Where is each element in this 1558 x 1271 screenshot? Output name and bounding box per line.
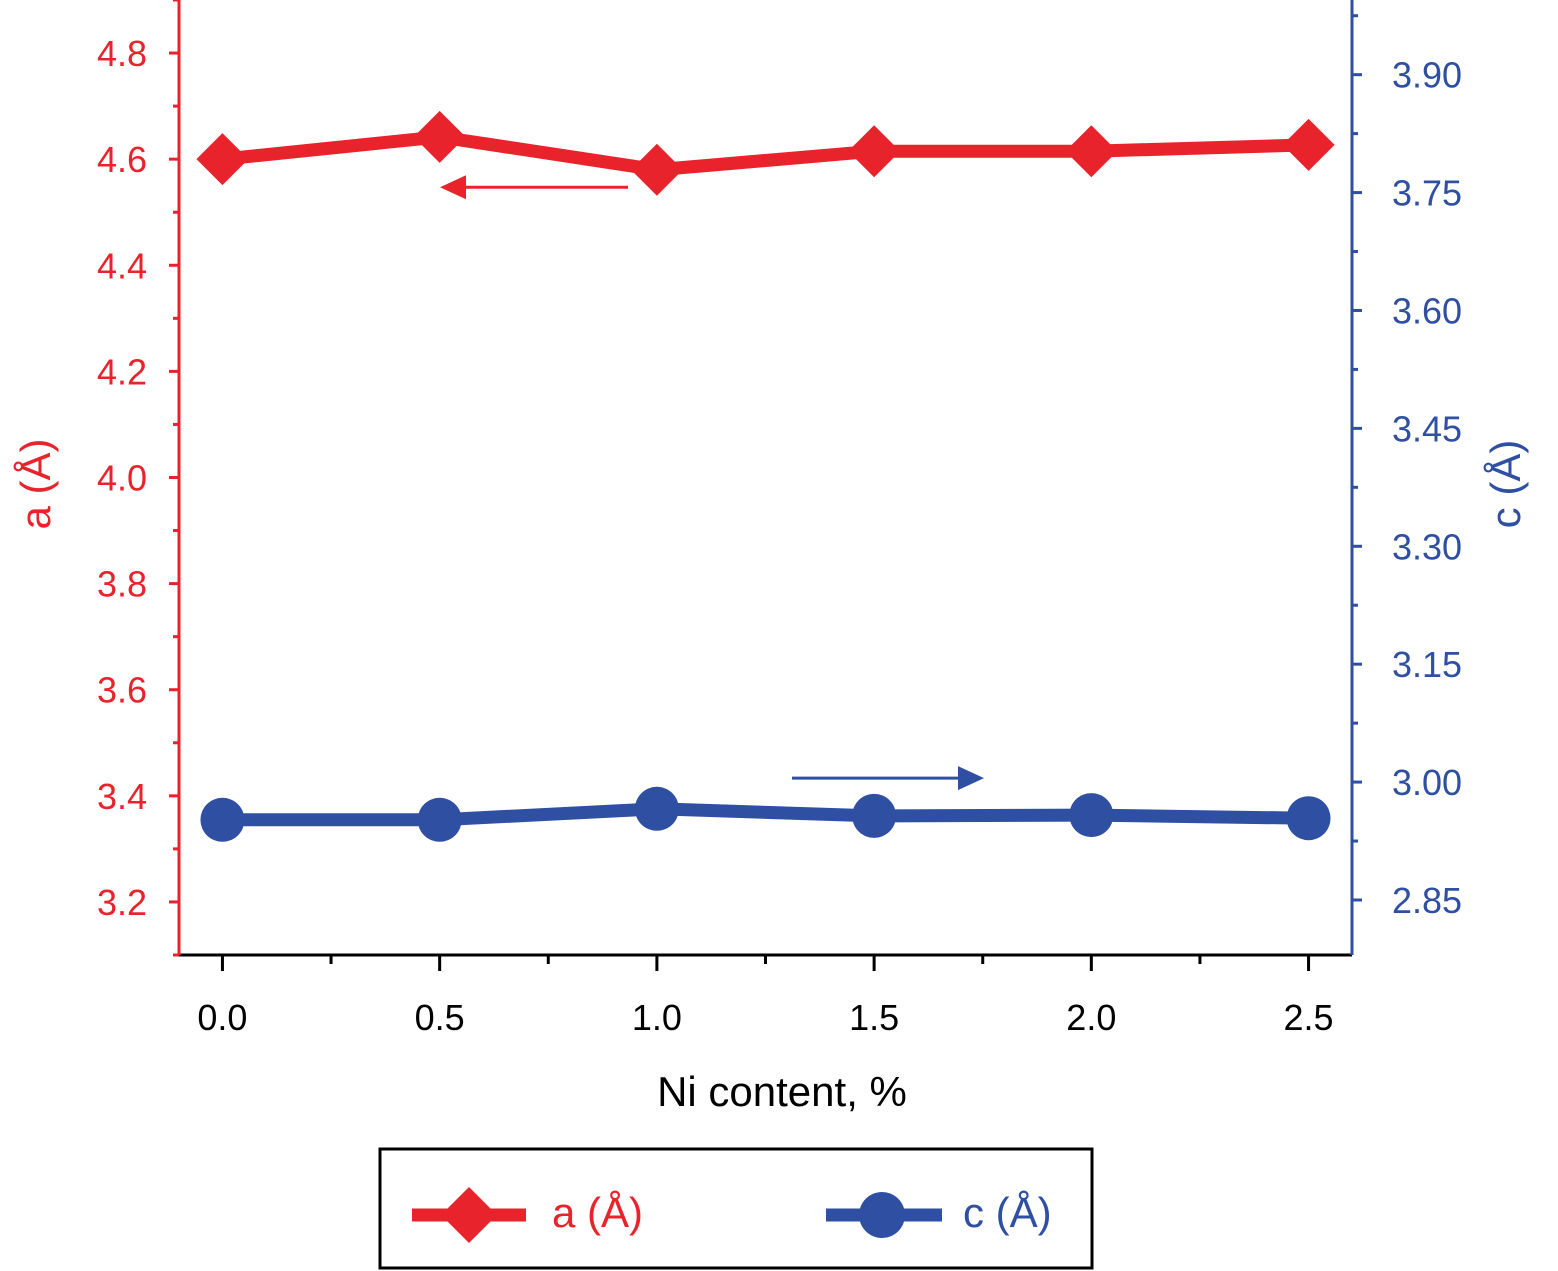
data-point-c [634, 786, 679, 831]
arrow-a-head [440, 175, 466, 200]
y-right-tick-label: 3.90 [1392, 55, 1462, 96]
x-axis-label: Ni content, % [657, 1068, 907, 1115]
y-right-tick-label: 3.45 [1392, 408, 1462, 449]
y-left-tick-label: 4.8 [97, 33, 147, 74]
x-tick-label: 1.0 [632, 997, 682, 1038]
legend-label-a: a (Å) [552, 1189, 643, 1236]
data-point-a [196, 133, 249, 186]
y-right-tick-label: 3.75 [1392, 173, 1462, 214]
data-point-c [417, 797, 462, 842]
legend-entry-a [412, 1187, 526, 1243]
y-left-tick-label: 3.6 [97, 670, 147, 711]
y-left-tick-label: 4.2 [97, 351, 147, 392]
series-line-a [221, 130, 1309, 177]
data-point-c [852, 793, 897, 838]
series-layer [196, 110, 1335, 842]
data-point-a [413, 110, 466, 163]
data-point-a [1065, 125, 1118, 178]
x-tick-label: 2.5 [1284, 997, 1334, 1038]
y-left-tick-label: 4.4 [97, 245, 147, 286]
legend-label-c: c (Å) [963, 1189, 1052, 1236]
y-right-tick-label: 3.30 [1392, 526, 1462, 567]
arrow-c-head [958, 766, 984, 791]
x-tick-label: 1.5 [849, 997, 899, 1038]
axes: 0.0 0.5 1.0 1.5 2.0 2.5 3.2 3.4 3.6 3.8 4.0 4.2 4.4 4… [97, 0, 1462, 1038]
data-point-c [1069, 793, 1114, 838]
legend-marker-c [859, 1192, 905, 1238]
y-right-tick-label: 3.15 [1392, 644, 1462, 685]
axis-labels: Ni content, % a (Å) c (Å) [12, 438, 1529, 1115]
y-right-tick-label: 2.85 [1392, 880, 1462, 921]
data-point-c [1286, 796, 1331, 841]
y-right-tick-label: 3.00 [1392, 762, 1462, 803]
y-left-tick-label: 3.4 [97, 776, 147, 817]
series-line-c [222, 802, 1309, 827]
data-point-a [630, 143, 683, 196]
x-tick-label: 2.0 [1066, 997, 1116, 1038]
y-left-axis-label: a (Å) [12, 438, 59, 529]
y-left-tick-label: 3.2 [97, 882, 147, 923]
data-point-a [848, 125, 901, 178]
x-tick-label: 0.5 [415, 997, 465, 1038]
legend-marker-a [441, 1187, 497, 1243]
y-left-tick-label: 3.8 [97, 564, 147, 605]
y-left-tick-label: 4.6 [97, 139, 147, 180]
legend-entry-c [826, 1192, 942, 1238]
data-point-a [1282, 118, 1335, 171]
y-right-axis-label: c (Å) [1482, 440, 1529, 529]
x-tick-label: 0.0 [197, 997, 247, 1038]
y-left-tick-label: 4.0 [97, 458, 147, 499]
y-right-tick-label: 3.60 [1392, 290, 1462, 331]
legend: a (Å) c (Å) [378, 1147, 1094, 1270]
data-point-c [200, 797, 245, 842]
